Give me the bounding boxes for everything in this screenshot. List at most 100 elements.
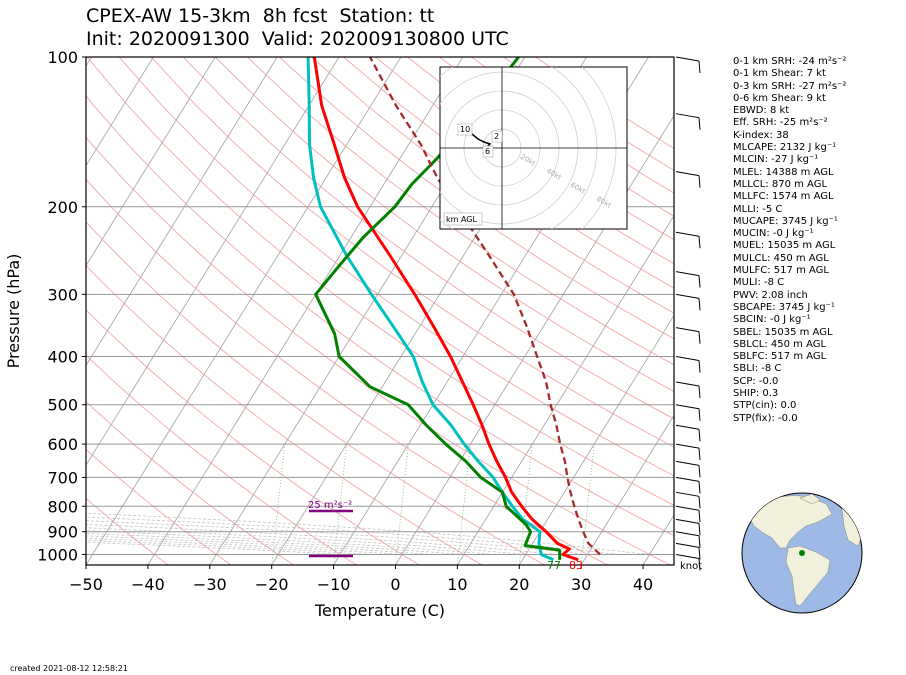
y-axis-label: Pressure (hPa) <box>4 254 23 369</box>
wind-barb-staff <box>675 231 700 237</box>
wind-barb-flag <box>698 360 701 373</box>
wind-barb-flag <box>698 60 701 74</box>
series-mixing <box>314 57 562 560</box>
stat-line: MLCIN: -27 J kg⁻¹ <box>733 154 819 166</box>
dry-adiabat <box>86 354 357 565</box>
wind-barb-staff <box>675 491 700 497</box>
stat-line: MLEL: 14388 m AGL <box>733 166 834 178</box>
wind-barb-staff <box>675 424 700 430</box>
hodo-height-label: 10 <box>460 125 470 134</box>
stat-line: Eff. SRH: -25 m²s⁻² <box>733 117 828 129</box>
x-tick-label: 10 <box>447 575 467 594</box>
wind-barb-staff <box>675 460 700 466</box>
y-tick-label: 100 <box>47 48 78 67</box>
wind-barb-staff <box>675 113 700 119</box>
stat-line: SBCAPE: 3745 J kg⁻¹ <box>733 301 835 313</box>
y-tick-label: 800 <box>47 497 78 516</box>
stat-line: 0-3 km SRH: -27 m²s⁻² <box>733 80 847 92</box>
stat-line: SBCIN: -0 J kg⁻¹ <box>733 314 811 326</box>
hodograph-inset: 20kt 40kt 60kt 80kt 10 2 6 km AGL <box>439 66 628 230</box>
series-dewpoint <box>306 57 555 562</box>
wind-barb-staff <box>675 443 700 449</box>
wind-barb-flag <box>698 117 701 130</box>
wind-barb-staff <box>675 518 700 524</box>
dry-adiabat <box>86 264 483 565</box>
wind-barb-staff <box>675 381 700 387</box>
wind-barb-staff <box>675 404 700 410</box>
wind-barb-flag <box>698 408 701 421</box>
x-tick-label: 0 <box>390 575 400 594</box>
station-marker <box>799 550 805 556</box>
stat-line: SHIP: 0.3 <box>733 388 779 400</box>
isotherm <box>147 57 464 565</box>
wind-barb-staff <box>675 171 700 177</box>
dry-adiabat <box>278 57 674 340</box>
wind-barb-staff <box>675 327 700 333</box>
dry-adiabat <box>343 57 674 289</box>
mixing-ratio-line <box>518 444 533 565</box>
y-tick-label: 500 <box>47 396 78 415</box>
x-tick-label: 40 <box>633 575 653 594</box>
x-tick-label: 30 <box>571 575 591 594</box>
wind-barb-flag <box>698 298 701 311</box>
stat-line: MULI: -8 C <box>733 277 785 289</box>
stat-line: MLLI: -5 C <box>733 203 783 215</box>
wind-barb-flag <box>698 481 701 494</box>
x-axis-label: Temperature (C) <box>314 601 445 620</box>
wind-barb-staff <box>675 542 700 548</box>
dry-adiabat <box>86 136 671 565</box>
y-tick-label: 400 <box>47 348 78 367</box>
dry-adiabat <box>86 400 294 565</box>
isotherm <box>86 57 340 467</box>
wind-barbs <box>675 56 701 571</box>
stat-line: MUEL: 15035 m AGL <box>733 240 836 252</box>
isotherm <box>86 57 154 167</box>
surface-temperature-label: 83 <box>569 559 583 572</box>
wind-barb-flag <box>698 429 701 442</box>
hodo-height-label: 2 <box>494 132 499 141</box>
stats-panel: 0-1 km SRH: -24 m²s⁻² 0-1 km Shear: 7 kt 0… <box>733 56 846 425</box>
hodo-height-label: 6 <box>485 147 490 156</box>
stat-line: 0-1 km SRH: -24 m²s⁻² <box>733 56 847 67</box>
wind-barb-staff <box>675 505 700 511</box>
chart-title-line-2: Init: 2020091300 Valid: 202009130800 UTC <box>86 28 509 50</box>
moist-adiabat <box>86 516 619 555</box>
stat-line: MLCAPE: 2132 J kg⁻¹ <box>733 142 837 154</box>
dry-adiabat <box>118 57 674 477</box>
wind-barb-flag <box>698 535 701 548</box>
stat-line: 0-6 km Shear: 9 kt <box>733 92 826 104</box>
stat-line: MLLFC: 1574 m AGL <box>733 191 834 203</box>
stat-line: PWV: 2.08 inch <box>733 289 808 301</box>
dry-adiabat <box>86 57 674 506</box>
isotherm <box>86 57 402 565</box>
y-tick-label: 700 <box>47 468 78 487</box>
stat-line: 0-1 km Shear: 7 kt <box>733 68 826 80</box>
created-timestamp: created 2021-08-12 12:58:21 <box>10 664 128 673</box>
wind-barb-flag <box>698 448 701 461</box>
isotherm <box>456 214 674 565</box>
wind-barb-staff <box>675 56 700 62</box>
wind-barb-flag <box>698 175 701 188</box>
x-tick-label: 20 <box>509 575 529 594</box>
chart-title-line-1: CPEX-AW 15-3km 8h fcst Station: tt <box>86 5 435 27</box>
isotherm <box>518 314 674 565</box>
stat-line: SBEL: 15035 m AGL <box>733 326 833 338</box>
moist-adiabat <box>86 512 650 555</box>
x-tick-label: −10 <box>317 575 351 594</box>
wind-barb-staff <box>675 356 700 361</box>
wind-barb-flag <box>698 523 701 536</box>
stat-line: MLLCL: 870 m AGL <box>733 178 828 190</box>
surface-dewpoint-label: 77 <box>547 559 561 572</box>
stat-line: STP(fix): -0.0 <box>733 412 798 424</box>
dry-adiabat <box>375 57 674 265</box>
y-tick-label: 1000 <box>37 545 78 564</box>
stat-line: MULFC: 517 m AGL <box>733 265 829 277</box>
stat-line: SBLCL: 450 m AGL <box>733 338 827 350</box>
dry-adiabat <box>182 57 674 420</box>
mixing-ratio-line <box>456 444 471 565</box>
isotherm <box>395 114 674 565</box>
wind-barb-flag <box>698 385 701 398</box>
stat-line: MUCAPE: 3745 J kg⁻¹ <box>733 215 838 227</box>
wind-barb-flag <box>698 236 701 249</box>
